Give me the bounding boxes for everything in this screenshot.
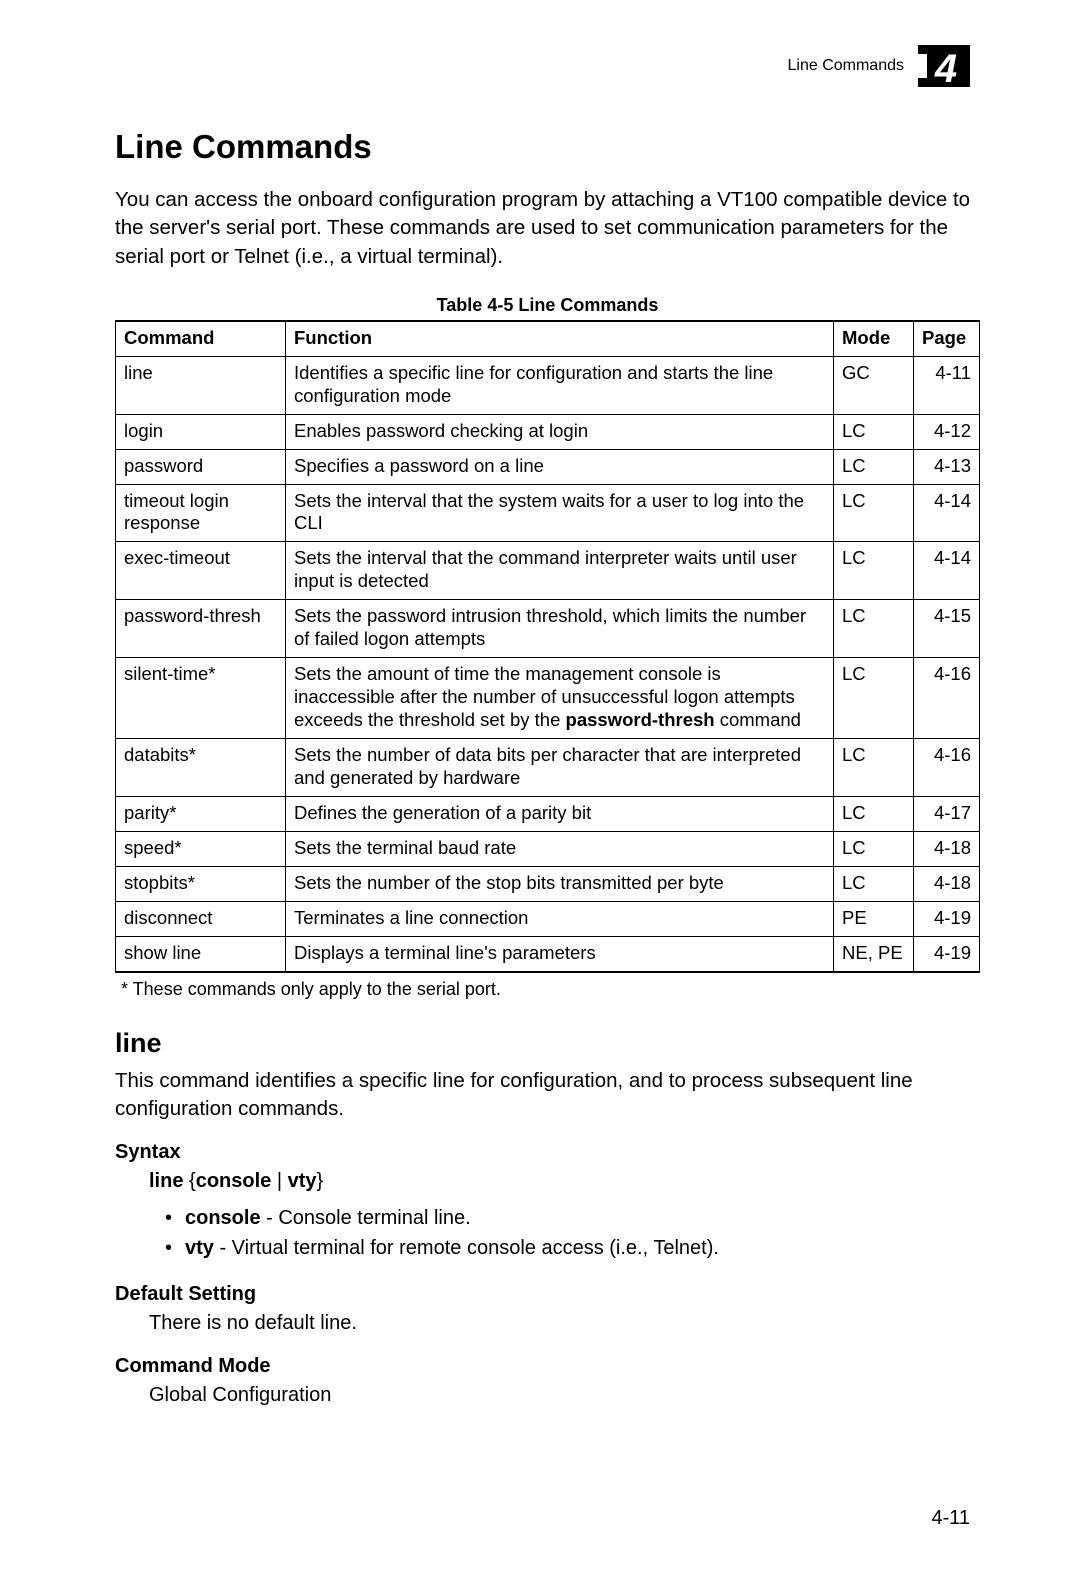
cell-command: timeout login response [116, 484, 286, 542]
syntax-options-list: console - Console terminal line.vty - Vi… [165, 1203, 980, 1263]
cell-mode: LC [834, 796, 914, 831]
table-row: parity*Defines the generation of a parit… [116, 796, 980, 831]
cell-page: 4-19 [914, 936, 980, 971]
cell-page: 4-17 [914, 796, 980, 831]
line-commands-table: Command Function Mode Page lineIdentifie… [115, 320, 980, 973]
table-row: password-threshSets the password intrusi… [116, 600, 980, 658]
cell-page: 4-18 [914, 831, 980, 866]
cell-function: Displays a terminal line's parameters [286, 936, 834, 971]
syntax-option: vty - Virtual terminal for remote consol… [165, 1233, 980, 1263]
col-header-mode: Mode [834, 321, 914, 356]
cell-function: Identifies a specific line for configura… [286, 356, 834, 414]
table-row: stopbits*Sets the number of the stop bit… [116, 866, 980, 901]
chapter-number-icon: 4 [918, 40, 970, 92]
cell-mode: LC [834, 542, 914, 600]
cell-mode: LC [834, 738, 914, 796]
cell-function: Defines the generation of a parity bit [286, 796, 834, 831]
header-label: Line Commands [788, 57, 905, 75]
cell-function: Specifies a password on a line [286, 449, 834, 484]
cell-mode: LC [834, 600, 914, 658]
table-row: show lineDisplays a terminal line's para… [116, 936, 980, 971]
cell-mode: LC [834, 831, 914, 866]
syntax-option: console - Console terminal line. [165, 1203, 980, 1233]
cell-command: show line [116, 936, 286, 971]
cell-function: Sets the amount of time the management c… [286, 658, 834, 739]
cell-function: Enables password checking at login [286, 414, 834, 449]
cell-mode: LC [834, 414, 914, 449]
intro-paragraph: You can access the onboard configuration… [115, 186, 980, 271]
cell-mode: LC [834, 484, 914, 542]
table-row: exec-timeoutSets the interval that the c… [116, 542, 980, 600]
command-mode-text: Global Configuration [149, 1384, 980, 1407]
cell-page: 4-13 [914, 449, 980, 484]
cell-function: Terminates a line connection [286, 901, 834, 936]
table-row: disconnectTerminates a line connectionPE… [116, 901, 980, 936]
cell-command: line [116, 356, 286, 414]
cell-command: exec-timeout [116, 542, 286, 600]
command-description: This command identifies a specific line … [115, 1067, 980, 1124]
cell-function: Sets the interval that the command inter… [286, 542, 834, 600]
cell-function: Sets the password intrusion threshold, w… [286, 600, 834, 658]
col-header-function: Function [286, 321, 834, 356]
default-setting-text: There is no default line. [149, 1312, 980, 1335]
cell-mode: GC [834, 356, 914, 414]
cell-mode: NE, PE [834, 936, 914, 971]
cell-function: Sets the interval that the system waits … [286, 484, 834, 542]
cell-mode: PE [834, 901, 914, 936]
page-title: Line Commands [115, 128, 980, 166]
svg-text:4: 4 [934, 47, 957, 91]
command-heading: line [115, 1028, 980, 1059]
cell-mode: LC [834, 658, 914, 739]
col-header-page: Page [914, 321, 980, 356]
cell-command: stopbits* [116, 866, 286, 901]
syntax-line: line {console | vty} [149, 1170, 980, 1193]
cell-page: 4-19 [914, 901, 980, 936]
cell-page: 4-14 [914, 484, 980, 542]
table-row: silent-time*Sets the amount of time the … [116, 658, 980, 739]
table-row: lineIdentifies a specific line for confi… [116, 356, 980, 414]
cell-page: 4-11 [914, 356, 980, 414]
cell-command: speed* [116, 831, 286, 866]
table-row: databits*Sets the number of data bits pe… [116, 738, 980, 796]
cell-function: Sets the terminal baud rate [286, 831, 834, 866]
cell-command: password [116, 449, 286, 484]
cell-mode: LC [834, 866, 914, 901]
cell-page: 4-12 [914, 414, 980, 449]
syntax-label: Syntax [115, 1141, 980, 1164]
cell-command: password-thresh [116, 600, 286, 658]
command-mode-label: Command Mode [115, 1355, 980, 1378]
table-row: timeout login responseSets the interval … [116, 484, 980, 542]
table-row: loginEnables password checking at loginL… [116, 414, 980, 449]
default-setting-label: Default Setting [115, 1283, 980, 1306]
cell-command: login [116, 414, 286, 449]
cell-page: 4-18 [914, 866, 980, 901]
cell-command: parity* [116, 796, 286, 831]
cell-page: 4-16 [914, 738, 980, 796]
cell-mode: LC [834, 449, 914, 484]
page-number: 4-11 [931, 1507, 970, 1530]
table-row: speed*Sets the terminal baud rateLC4-18 [116, 831, 980, 866]
cell-command: databits* [116, 738, 286, 796]
cell-function: Sets the number of the stop bits transmi… [286, 866, 834, 901]
cell-function: Sets the number of data bits per charact… [286, 738, 834, 796]
page-header: Line Commands 4 [115, 40, 980, 92]
table-row: passwordSpecifies a password on a lineLC… [116, 449, 980, 484]
cell-command: silent-time* [116, 658, 286, 739]
cell-page: 4-15 [914, 600, 980, 658]
cell-page: 4-14 [914, 542, 980, 600]
table-caption: Table 4-5 Line Commands [115, 295, 980, 316]
table-footnote: * These commands only apply to the seria… [121, 979, 980, 1000]
col-header-command: Command [116, 321, 286, 356]
table-header-row: Command Function Mode Page [116, 321, 980, 356]
cell-command: disconnect [116, 901, 286, 936]
cell-page: 4-16 [914, 658, 980, 739]
